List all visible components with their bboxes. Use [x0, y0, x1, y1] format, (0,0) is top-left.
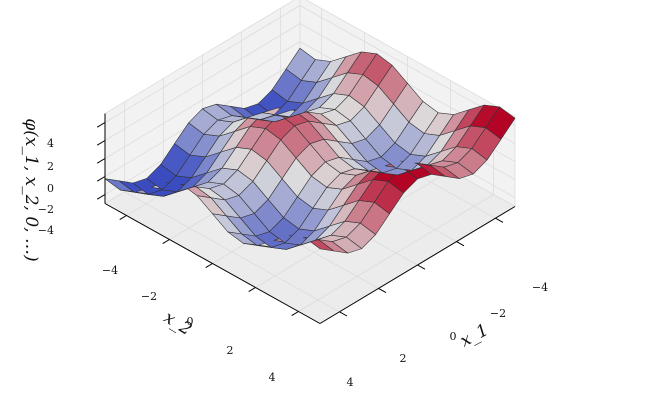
- y-axis-label: x_2: [160, 308, 195, 340]
- x-tick-label: −4: [532, 281, 548, 294]
- pane-gridline: [104, 23, 301, 141]
- z-tick-mark: [96, 140, 106, 146]
- y-tick-mark: [456, 241, 465, 247]
- z-tick-label: 0: [47, 182, 54, 195]
- y-tick-label: 0: [187, 315, 194, 328]
- y-tick-label: −4: [102, 264, 118, 277]
- y-tick-label: 4: [269, 371, 276, 384]
- x-tick-label: −2: [490, 307, 506, 320]
- z-tick-label: −2: [38, 203, 54, 216]
- z-axis-label: φ(x_1, x_2, 0, …): [21, 118, 41, 261]
- y-tick-label: 2: [227, 344, 234, 357]
- y-tick-mark: [495, 217, 504, 223]
- x-tick-mark: [162, 239, 170, 245]
- y-tick-mark: [417, 264, 426, 270]
- z-tick-label: −4: [38, 224, 54, 237]
- x-tick-mark: [291, 311, 299, 317]
- surface-mesh: [104, 47, 516, 254]
- x-tick-label: 0: [450, 330, 457, 343]
- x-axis-label: x_1: [457, 320, 492, 351]
- pane-gridline: [299, 5, 516, 126]
- z-tick-mark: [96, 194, 106, 200]
- x-tick-mark: [248, 287, 256, 293]
- z-tick-label: 4: [47, 137, 54, 150]
- pane-gridline: [104, 41, 301, 159]
- y-tick-label: −2: [141, 290, 157, 303]
- x-tick-mark: [205, 263, 213, 269]
- z-tick-mark: [96, 158, 106, 164]
- x-tick-mark: [119, 215, 127, 221]
- y-tick-mark: [378, 287, 387, 294]
- surface-patch: [485, 106, 516, 140]
- axis-lines: [96, 113, 516, 324]
- x-tick-label: 2: [400, 352, 407, 365]
- pane-gridline: [104, 5, 301, 123]
- z-tick-label: 2: [47, 160, 54, 173]
- x-tick-label: 4: [347, 376, 354, 389]
- z-tick-mark: [96, 122, 106, 128]
- y-tick-mark: [339, 311, 348, 317]
- z-tick-mark: [96, 176, 106, 182]
